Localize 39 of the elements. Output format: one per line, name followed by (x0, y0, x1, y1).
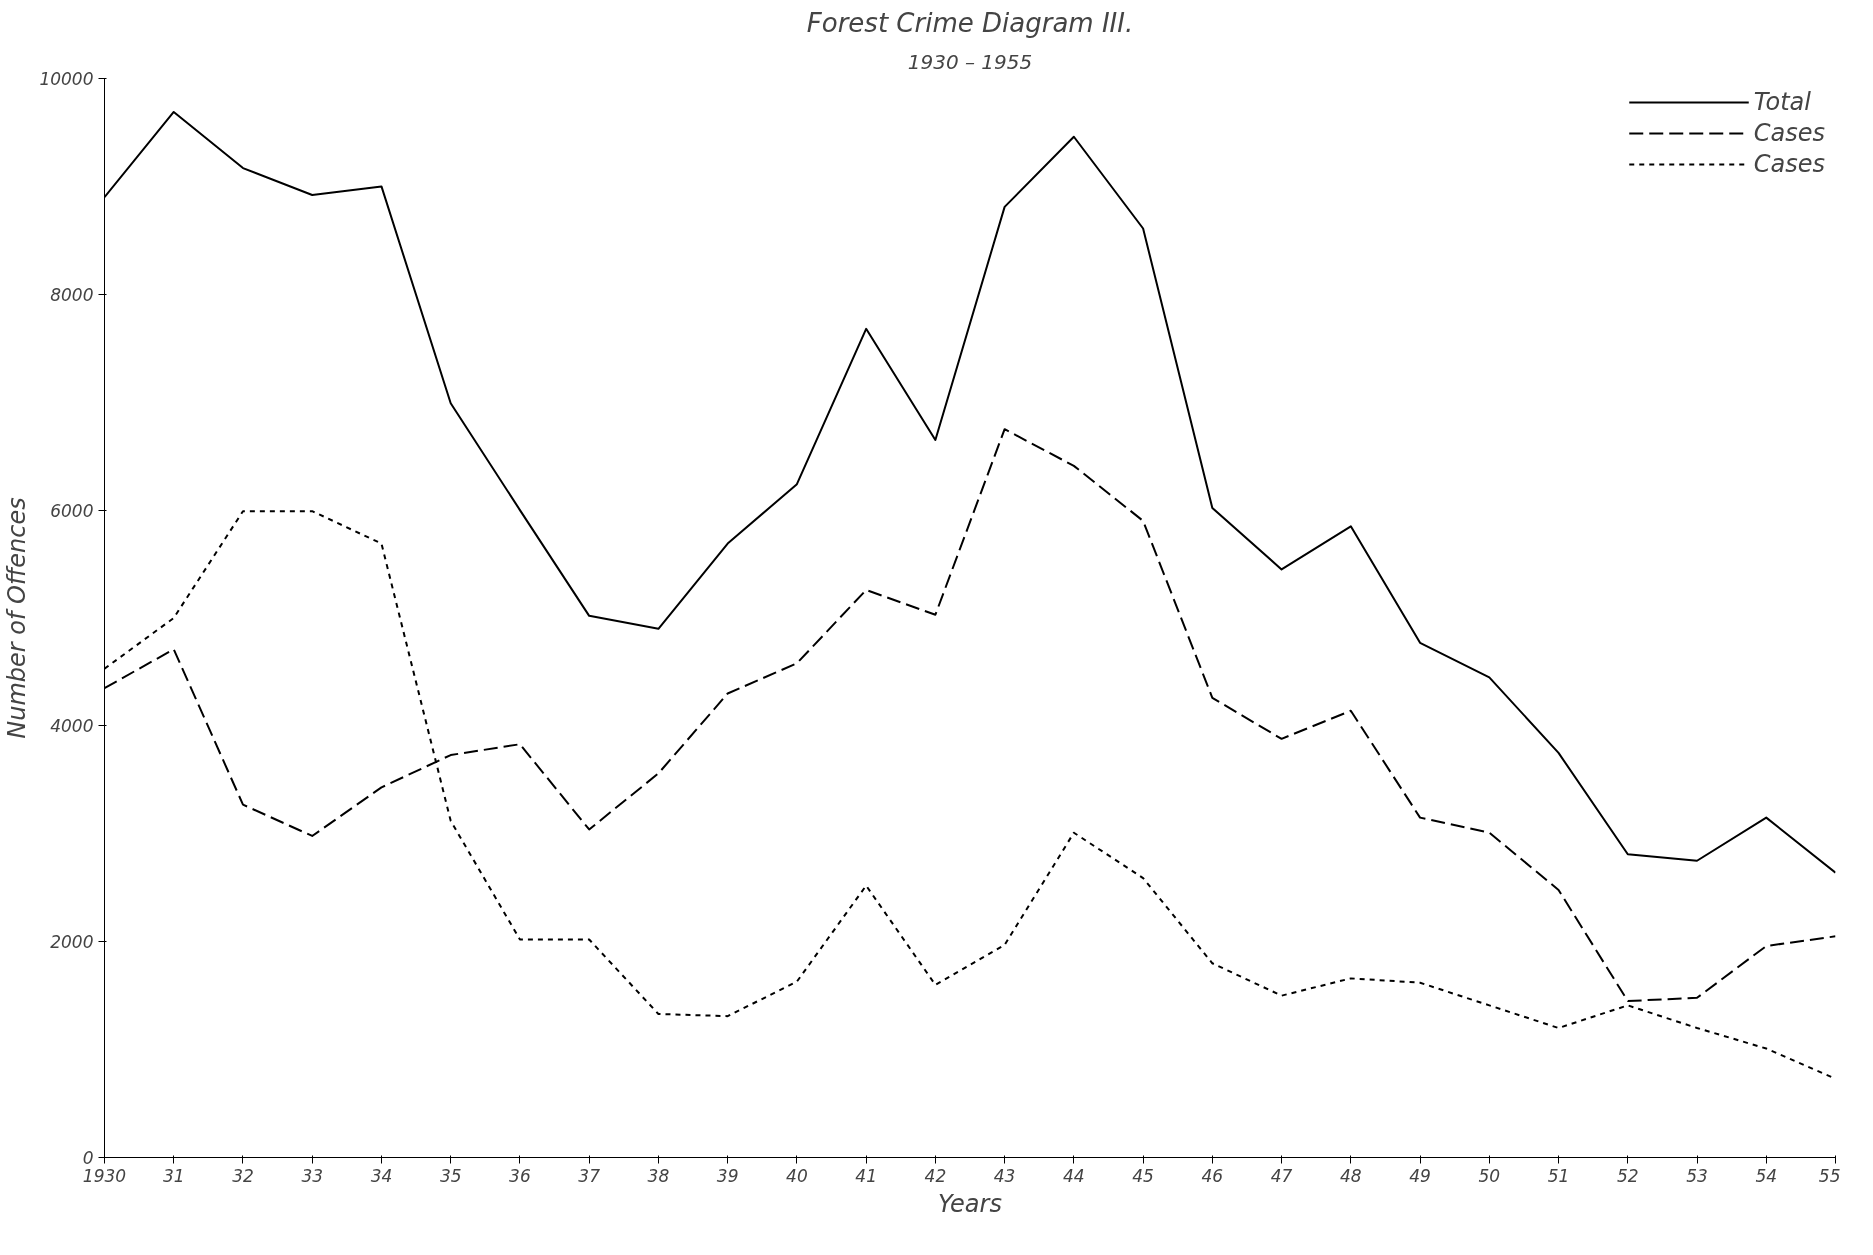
x-tick-label: 48 (1340, 1165, 1362, 1186)
legend-label: Cases (1753, 119, 1825, 147)
x-tick-label: 37 (578, 1165, 601, 1186)
x-tick-label: 36 (509, 1165, 531, 1186)
y-tick-label: 2000 (50, 932, 94, 953)
x-tick-label: 40 (786, 1165, 808, 1186)
x-tick-label: 53 (1686, 1165, 1708, 1186)
chart-title: Forest Crime Diagram III. (806, 7, 1134, 38)
x-tick-label: 35 (439, 1165, 462, 1186)
y-tick-label: 4000 (50, 716, 94, 737)
x-tick-label: 41 (855, 1165, 877, 1186)
y-tick-label: 6000 (50, 500, 94, 521)
x-tick-label: 50 (1478, 1165, 1501, 1186)
legend-label: Total (1753, 88, 1811, 116)
x-axis-title: Years (938, 1189, 1002, 1218)
x-tick-label: 39 (716, 1165, 739, 1186)
x-tick-label: 31 (162, 1165, 185, 1186)
x-tick-label: 44 (1063, 1165, 1085, 1186)
x-tick-label: 52 (1616, 1165, 1639, 1186)
x-tick-label: 32 (232, 1165, 254, 1186)
x-tick-label: 1930 (82, 1165, 127, 1186)
x-tick-label: 49 (1409, 1165, 1431, 1186)
x-tick-label: 43 (993, 1165, 1016, 1186)
y-axis-title: Number of Offences (3, 497, 32, 739)
x-tick-label: 46 (1201, 1165, 1224, 1186)
y-tick-label: 8000 (50, 284, 94, 305)
x-tick-label: 55 (1818, 1165, 1841, 1186)
x-tick-label: 42 (924, 1165, 947, 1186)
legend-label: Cases (1753, 150, 1825, 178)
x-tick-label: 54 (1755, 1165, 1778, 1186)
y-tick-label: 0 (82, 1148, 94, 1168)
x-tick-label: 45 (1132, 1165, 1154, 1186)
x-tick-label: 51 (1547, 1165, 1570, 1186)
x-tick-label: 38 (647, 1165, 670, 1186)
x-tick-label: 34 (370, 1165, 393, 1186)
chart-subtitle: 1930 – 1955 (907, 49, 1033, 74)
x-tick-label: 33 (301, 1165, 324, 1186)
x-tick-label: 47 (1270, 1165, 1293, 1186)
y-tick-label: 10000 (39, 69, 94, 89)
